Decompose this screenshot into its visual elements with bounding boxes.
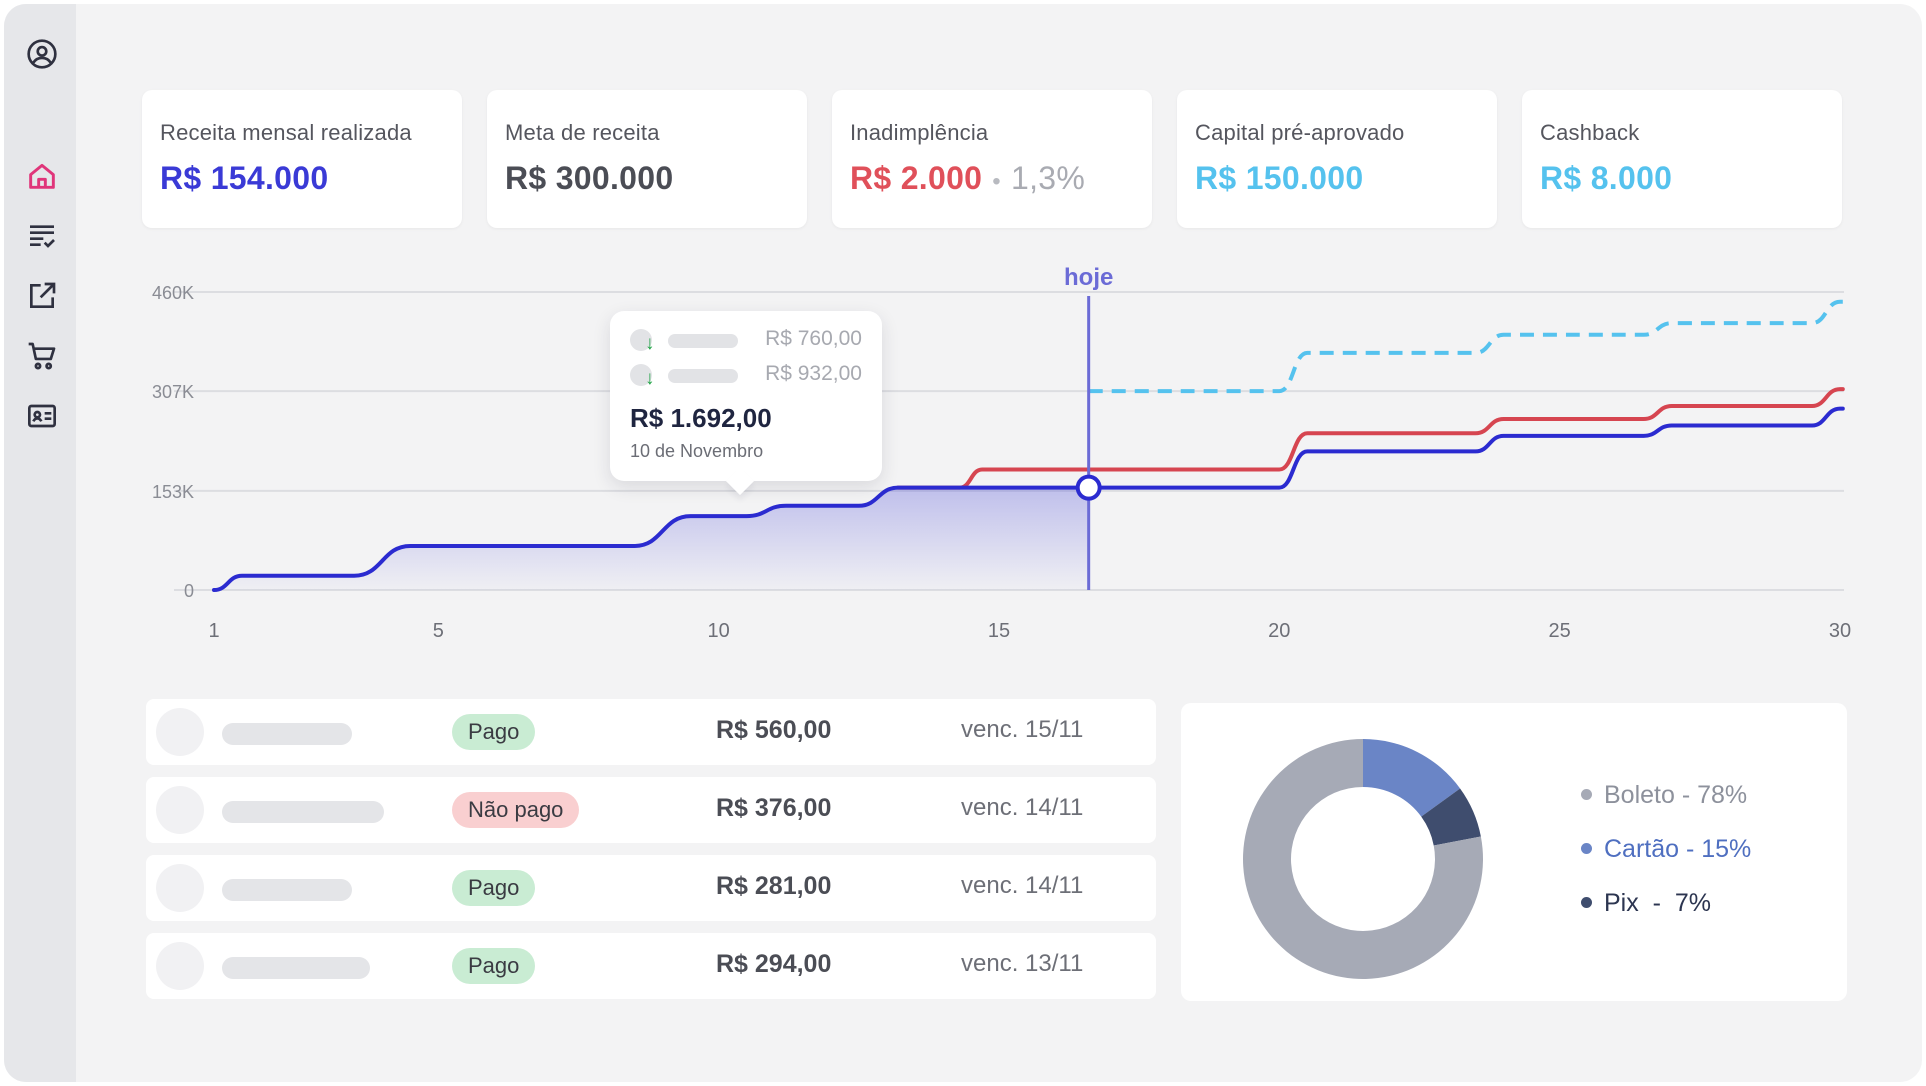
arrow-down-icon: ↓: [645, 368, 655, 389]
kpi-card-inadimplencia: Inadimplência R$ 2.000 • 1,3%: [832, 90, 1152, 228]
x-tick-label: 25: [1549, 620, 1571, 642]
payment-row[interactable]: Pago R$ 281,00 venc. 14/11: [146, 855, 1156, 921]
payment-row[interactable]: Não pago R$ 376,00 venc. 14/11: [146, 777, 1156, 843]
y-tick-label: 307K: [152, 382, 194, 402]
payment-row[interactable]: Pago R$ 560,00 venc. 15/11: [146, 699, 1156, 765]
separator-dot: •: [992, 168, 1001, 195]
today-marker: [1075, 474, 1102, 501]
external-link-icon[interactable]: [24, 278, 60, 314]
kpi-label: Meta de receita: [505, 120, 660, 145]
avatar: [156, 864, 204, 912]
x-tick-label: 20: [1268, 620, 1290, 642]
donut-slice: [1243, 739, 1483, 979]
kpi-card-cashback: Cashback R$ 8.000: [1522, 90, 1842, 228]
payment-amount: R$ 560,00: [716, 716, 832, 744]
payment-due-date: venc. 14/11: [961, 872, 1084, 899]
legend-label: Pix - 7%: [1604, 889, 1711, 917]
id-card-icon[interactable]: [24, 398, 60, 434]
payment-methods-donut: [1243, 739, 1483, 979]
donut-slice: [1421, 788, 1481, 846]
arrow-down-icon: ↓: [645, 333, 655, 354]
placeholder-bar: [222, 723, 352, 745]
legend-dot: [1581, 788, 1592, 800]
payment-amount: R$ 294,00: [716, 950, 832, 978]
status-badge: Pago: [452, 870, 536, 906]
status-badge: Não pago: [452, 792, 580, 828]
donut-slice: [1363, 739, 1461, 817]
kpi-value: R$ 2.000: [850, 160, 983, 196]
tooltip-item: ↓ R$ 760,00: [630, 327, 870, 354]
x-tick-label: 30: [1829, 620, 1851, 642]
kpi-label: Inadimplência: [850, 120, 989, 145]
avatar: [630, 329, 652, 351]
legend-boleto: Boleto - 78%: [1581, 781, 1747, 810]
placeholder-bar: [668, 334, 738, 348]
placeholder-bar: [222, 879, 352, 901]
kpi-label: Receita mensal realizada: [160, 120, 412, 145]
sidebar: [4, 4, 76, 1082]
today-label: hoje: [1064, 264, 1113, 291]
kpi-card-meta-receita: Meta de receita R$ 300.000: [487, 90, 807, 228]
payment-due-date: venc. 13/11: [961, 950, 1084, 977]
home-icon[interactable]: [24, 158, 60, 194]
chart-tooltip: ↓ R$ 760,00 ↓ R$ 932,00 R$ 1.692,00 10 d…: [610, 311, 882, 481]
placeholder-bar: [222, 957, 370, 979]
kpi-value: R$ 150.000: [1195, 160, 1364, 196]
legend-label: Boleto - 78%: [1604, 781, 1748, 809]
x-tick-label: 15: [988, 620, 1010, 642]
placeholder-bar: [222, 801, 384, 823]
kpi-value-row: R$ 2.000 • 1,3%: [850, 160, 1085, 197]
tooltip-amount: R$ 760,00: [765, 327, 862, 350]
kpi-percentage: 1,3%: [1010, 160, 1086, 196]
y-tick-label: 153K: [152, 482, 194, 502]
kpi-label: Capital pré-aprovado: [1195, 120, 1405, 145]
payment-amount: R$ 376,00: [716, 794, 832, 822]
legend-cartao: Cartão - 15%: [1581, 835, 1751, 864]
user-circle-icon[interactable]: [24, 36, 60, 72]
tooltip-total: R$ 1.692,00: [630, 403, 772, 433]
payment-methods-card: Boleto - 78% Cartão - 15% Pix - 7%: [1181, 703, 1847, 1001]
avatar: [630, 364, 652, 386]
series-line-capital: [1088, 299, 1843, 394]
avatar: [156, 786, 204, 834]
legend-label: Cartão - 15%: [1604, 835, 1752, 863]
shopping-cart-icon[interactable]: [24, 338, 60, 374]
x-tick-label: 1: [208, 620, 219, 642]
tooltip-item: ↓ R$ 932,00: [630, 362, 870, 389]
placeholder-bar: [668, 369, 738, 383]
app-frame: Receita mensal realizada R$ 154.000 Meta…: [4, 4, 1922, 1082]
kpi-card-receita-realizada: Receita mensal realizada R$ 154.000: [142, 90, 462, 228]
avatar: [156, 708, 204, 756]
kpi-value: R$ 8.000: [1540, 160, 1673, 196]
list-check-icon[interactable]: [24, 218, 60, 254]
payment-due-date: venc. 14/11: [961, 794, 1084, 821]
kpi-label: Cashback: [1540, 120, 1640, 145]
x-tick-label: 10: [707, 620, 729, 642]
payment-amount: R$ 281,00: [716, 872, 832, 900]
status-badge: Pago: [452, 714, 536, 750]
legend-pix: Pix - 7%: [1581, 889, 1711, 918]
legend-dot: [1581, 842, 1592, 854]
payment-row[interactable]: Pago R$ 294,00 venc. 13/11: [146, 933, 1156, 999]
x-tick-label: 5: [433, 620, 444, 642]
realized-area: [214, 487, 1089, 590]
legend-dot: [1581, 896, 1592, 908]
series-line-realizado: [212, 406, 1845, 592]
kpi-value: R$ 154.000: [160, 160, 329, 196]
kpi-value: R$ 300.000: [505, 160, 674, 196]
tooltip-date: 10 de Novembro: [630, 441, 764, 461]
status-badge: Pago: [452, 948, 536, 984]
tooltip-amount: R$ 932,00: [765, 362, 862, 385]
kpi-card-capital-pre-aprovado: Capital pré-aprovado R$ 150.000: [1177, 90, 1497, 228]
y-tick-label: 460K: [152, 283, 194, 303]
payment-due-date: venc. 15/11: [961, 716, 1084, 743]
y-tick-label: 0: [184, 581, 194, 601]
avatar: [156, 942, 204, 990]
series-line-previsto: [896, 387, 1845, 490]
